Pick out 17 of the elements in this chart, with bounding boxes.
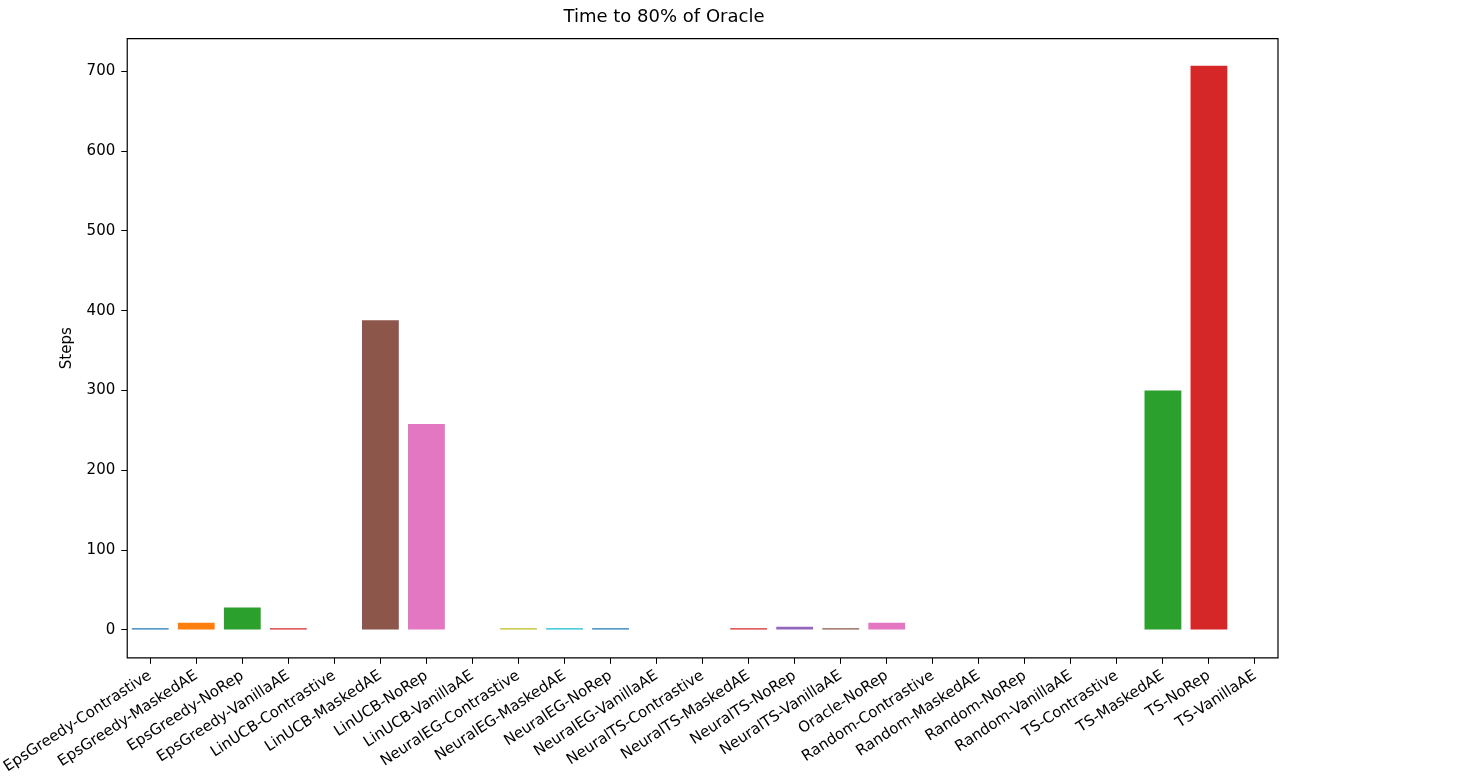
y-tick-label: 200 [86, 460, 116, 479]
bar [1144, 390, 1182, 630]
y-tick-label: 100 [86, 540, 116, 559]
bar [1190, 65, 1228, 630]
y-tick-label: 500 [86, 220, 116, 239]
y-tick-label: 700 [86, 61, 116, 80]
chart-title: Time to 80% of Oracle [562, 5, 765, 27]
bar [868, 622, 906, 630]
y-axis-title: Steps [57, 327, 76, 370]
bar [223, 607, 261, 630]
y-tick-label: 400 [86, 300, 116, 319]
bar [361, 320, 399, 630]
bar [177, 622, 215, 630]
bar [408, 424, 445, 630]
y-tick-label: 0 [105, 619, 116, 638]
y-tick-label: 300 [86, 380, 116, 399]
y-tick-label: 600 [86, 141, 116, 160]
